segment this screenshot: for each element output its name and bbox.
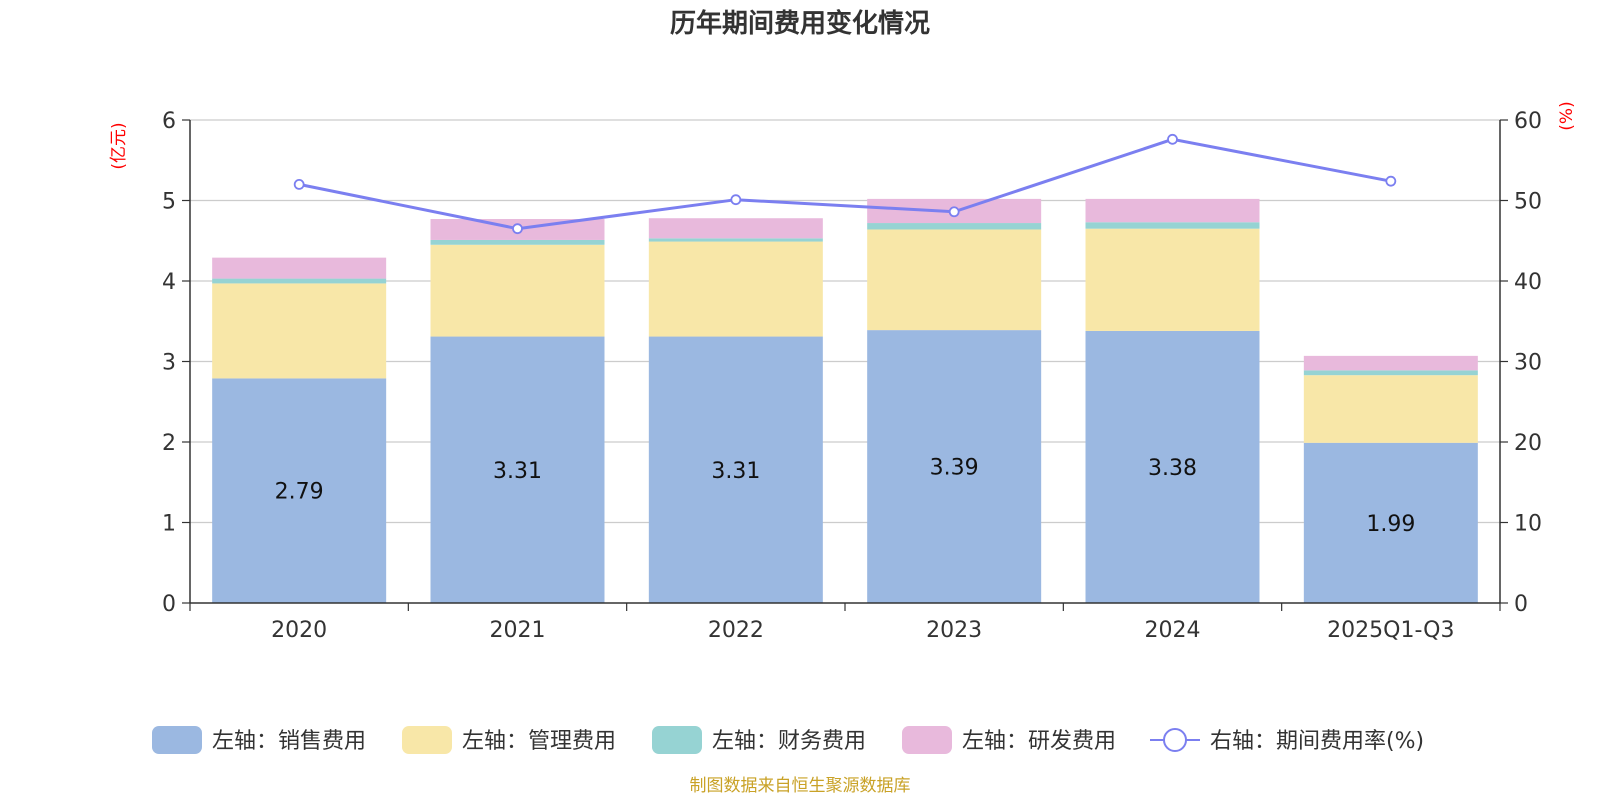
x-axis-tick-label: 2022 [708, 618, 764, 643]
legend-label: 右轴：期间费用率(%) [1210, 729, 1424, 754]
bar-value-label: 3.31 [711, 459, 760, 484]
rate-line [298, 137, 1392, 231]
legend-swatch [402, 726, 452, 754]
bar-segment [648, 241, 823, 337]
bar-segment [648, 238, 823, 242]
legend-label: 左轴：销售费用 [212, 729, 366, 754]
right-axis-tick-label: 50 [1514, 190, 1542, 215]
legend-swatch-marker [1163, 728, 1187, 752]
bar-value-label: 2.79 [275, 480, 324, 505]
rate-point [1385, 175, 1397, 187]
bar-segment [1085, 198, 1260, 223]
bar-value-label: 3.38 [1148, 456, 1197, 481]
axes-layer: 0 0 1 10 2 20 3 30 4 40 5 50 6 60 2020 2021 2022 2023 2024… [162, 109, 1542, 643]
bar-segment [212, 278, 387, 284]
bar-segment [430, 239, 605, 245]
left-axis-unit: (亿元) [109, 122, 129, 169]
rate-point [730, 194, 742, 206]
line-layer [293, 133, 1397, 235]
bar-segment [1085, 228, 1260, 331]
bar-segment [1303, 442, 1478, 603]
bar-segment [648, 336, 823, 603]
bar-segment [1303, 355, 1478, 371]
right-axis-tick-label: 40 [1514, 270, 1542, 295]
left-axis-tick-label: 1 [162, 512, 176, 537]
x-axis-tick-label: 2020 [271, 618, 327, 643]
bar-segment [867, 330, 1042, 603]
legend-label: 左轴：管理费用 [462, 729, 616, 754]
chart-title: 历年期间费用变化情况 [670, 8, 930, 39]
legend-label: 左轴：财务费用 [712, 729, 866, 754]
left-axis-tick-label: 2 [162, 431, 176, 456]
bar-value-label: 3.31 [493, 459, 542, 484]
x-axis-tick-label: 2025Q1-Q3 [1327, 618, 1454, 643]
grid-layer [190, 119, 1500, 524]
data-source-note: 制图数据来自恒生聚源数据库 [690, 776, 911, 796]
legend-swatch [152, 726, 202, 754]
bar-segment [1085, 222, 1260, 229]
legend-swatch [902, 726, 952, 754]
bar-segment [430, 336, 605, 603]
right-axis-tick-label: 10 [1514, 512, 1542, 537]
legend-label: 左轴：研发费用 [962, 729, 1116, 754]
x-axis-tick-label: 2023 [926, 618, 982, 643]
bar-segment [648, 218, 823, 239]
bar-segment [212, 378, 387, 603]
bar-segment [1303, 375, 1478, 443]
right-axis-unit: (%) [1557, 101, 1577, 130]
x-axis-tick-label: 2024 [1145, 618, 1201, 643]
left-axis-tick-label: 3 [162, 351, 176, 376]
right-axis-tick-label: 60 [1514, 109, 1542, 134]
bar-segment [867, 223, 1042, 230]
bar-value-label: 3.39 [930, 456, 979, 481]
rate-point [293, 178, 305, 190]
legend-swatch [652, 726, 702, 754]
legend: 左轴：销售费用 左轴：管理费用 左轴：财务费用 左轴：研发费用 右轴：期间费用率(%) [152, 726, 1424, 754]
left-axis-tick-label: 4 [162, 270, 176, 295]
bar-segment [212, 283, 387, 379]
bar-segment [1085, 330, 1260, 603]
bars-layer: 2.79 3.31 3.31 3.39 3.38 1.99 [212, 198, 1478, 603]
right-axis-tick-label: 30 [1514, 351, 1542, 376]
right-axis-tick-label: 0 [1514, 592, 1528, 617]
left-axis-tick-label: 5 [162, 190, 176, 215]
left-axis-tick-label: 0 [162, 592, 176, 617]
bar-segment [430, 244, 605, 337]
right-axis-tick-label: 20 [1514, 431, 1542, 456]
rate-point [1167, 133, 1178, 145]
rate-point [948, 206, 960, 218]
x-axis-tick-label: 2021 [490, 618, 546, 643]
bar-segment [867, 229, 1042, 331]
bar-segment [1303, 370, 1478, 376]
rate-point [512, 223, 523, 235]
left-axis-tick-label: 6 [162, 109, 176, 134]
bar-value-label: 1.99 [1366, 512, 1415, 537]
bar-segment [212, 257, 387, 279]
